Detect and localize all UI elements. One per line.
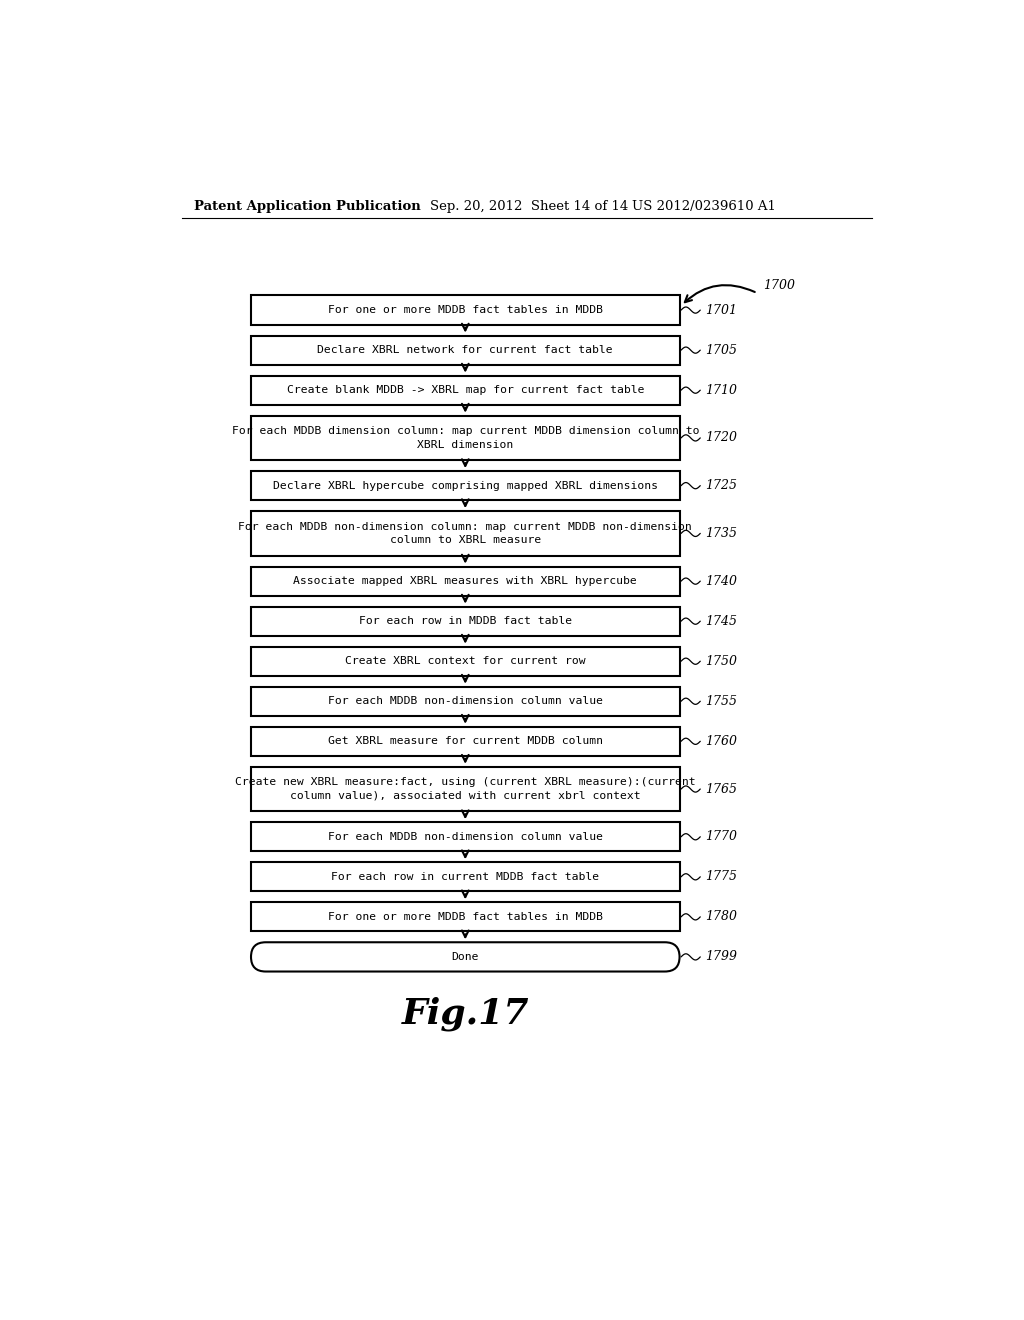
FancyBboxPatch shape [251, 942, 680, 972]
Text: Create XBRL context for current row: Create XBRL context for current row [345, 656, 586, 667]
Text: 1765: 1765 [705, 783, 737, 796]
Text: For each MDDB non-dimension column: map current MDDB non-dimension
column to XBR: For each MDDB non-dimension column: map … [239, 521, 692, 545]
Text: Create blank MDDB -> XBRL map for current fact table: Create blank MDDB -> XBRL map for curren… [287, 385, 644, 395]
Text: Sep. 20, 2012  Sheet 14 of 14: Sep. 20, 2012 Sheet 14 of 14 [430, 199, 629, 213]
FancyBboxPatch shape [251, 767, 680, 812]
Text: For each row in MDDB fact table: For each row in MDDB fact table [358, 616, 571, 626]
FancyBboxPatch shape [251, 862, 680, 891]
Text: 1740: 1740 [705, 574, 737, 587]
Text: Associate mapped XBRL measures with XBRL hypercube: Associate mapped XBRL measures with XBRL… [294, 576, 637, 586]
Text: Declare XBRL hypercube comprising mapped XBRL dimensions: Declare XBRL hypercube comprising mapped… [272, 480, 657, 491]
Text: 1770: 1770 [705, 830, 737, 843]
Text: 1701: 1701 [705, 304, 737, 317]
Text: 1775: 1775 [705, 870, 737, 883]
FancyBboxPatch shape [251, 416, 680, 461]
Text: 1750: 1750 [705, 655, 737, 668]
Text: Create new XBRL measure:fact, using (current XBRL measure):(current
column value: Create new XBRL measure:fact, using (cur… [234, 777, 695, 801]
Text: 1725: 1725 [705, 479, 737, 492]
Text: US 2012/0239610 A1: US 2012/0239610 A1 [632, 199, 775, 213]
Text: 1720: 1720 [705, 432, 737, 445]
Text: Declare XBRL network for current fact table: Declare XBRL network for current fact ta… [317, 345, 613, 355]
FancyBboxPatch shape [251, 903, 680, 932]
FancyBboxPatch shape [251, 376, 680, 405]
FancyBboxPatch shape [251, 335, 680, 364]
FancyBboxPatch shape [251, 471, 680, 500]
FancyBboxPatch shape [251, 726, 680, 756]
Text: 1780: 1780 [705, 911, 737, 924]
Text: Get XBRL measure for current MDDB column: Get XBRL measure for current MDDB column [328, 737, 603, 746]
Text: Patent Application Publication: Patent Application Publication [194, 199, 421, 213]
Text: For each row in current MDDB fact table: For each row in current MDDB fact table [331, 871, 599, 882]
Text: 1760: 1760 [705, 735, 737, 748]
FancyBboxPatch shape [251, 686, 680, 715]
FancyBboxPatch shape [251, 607, 680, 636]
Text: 1705: 1705 [705, 343, 737, 356]
FancyBboxPatch shape [251, 566, 680, 595]
Text: 1745: 1745 [705, 615, 737, 628]
Text: For each MDDB non-dimension column value: For each MDDB non-dimension column value [328, 696, 603, 706]
Text: For one or more MDDB fact tables in MDDB: For one or more MDDB fact tables in MDDB [328, 305, 603, 315]
Text: 1755: 1755 [705, 694, 737, 708]
Text: For each MDDB non-dimension column value: For each MDDB non-dimension column value [328, 832, 603, 842]
Text: Fig.17: Fig.17 [401, 997, 529, 1031]
Text: For one or more MDDB fact tables in MDDB: For one or more MDDB fact tables in MDDB [328, 912, 603, 921]
Text: For each MDDB dimension column: map current MDDB dimension column to
XBRL dimens: For each MDDB dimension column: map curr… [231, 426, 699, 450]
FancyBboxPatch shape [251, 296, 680, 325]
FancyBboxPatch shape [251, 647, 680, 676]
Text: 1700: 1700 [764, 279, 796, 292]
Text: Done: Done [452, 952, 479, 962]
Text: 1799: 1799 [705, 950, 737, 964]
Text: 1735: 1735 [705, 527, 737, 540]
FancyBboxPatch shape [251, 511, 680, 556]
FancyBboxPatch shape [251, 822, 680, 851]
Text: 1710: 1710 [705, 384, 737, 397]
